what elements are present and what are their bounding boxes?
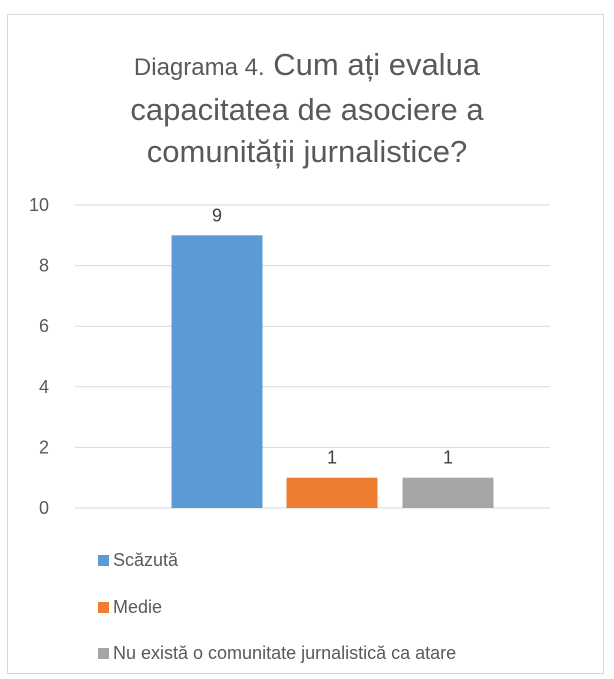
legend-label-nu-exista: Nu există o comunitate jurnalistică ca a… <box>113 643 457 663</box>
bar-0 <box>171 235 263 509</box>
data-label-1: 1 <box>327 448 337 468</box>
legend-swatch-scazuta <box>98 555 109 566</box>
data-label-2: 1 <box>443 448 453 468</box>
y-tick-label: 8 <box>39 256 49 276</box>
chart-title-line3: comunității jurnalistice? <box>146 134 468 169</box>
chart-title: Diagrama 4. Cum ați evalua capacitatea d… <box>0 44 614 173</box>
chart-title-prefix: Diagrama 4. <box>133 54 265 81</box>
y-tick-label: 0 <box>39 498 49 518</box>
data-label-0: 9 <box>212 205 222 225</box>
legend-label-scazuta: Scăzută <box>113 550 179 570</box>
y-tick-label: 4 <box>39 377 49 397</box>
bar-2 <box>402 477 494 508</box>
legend-swatch-medie <box>98 602 109 613</box>
legend-label-medie: Medie <box>113 597 163 617</box>
y-tick-label: 6 <box>39 316 49 336</box>
y-tick-label: 10 <box>29 195 49 215</box>
chart-title-line1: Cum ați evalua <box>273 47 481 82</box>
bar-1 <box>286 477 378 508</box>
chart-title-line2: capacitatea de asociere a <box>130 92 484 127</box>
y-tick-label: 2 <box>39 437 49 457</box>
legend-swatch-nu-exista <box>98 648 109 659</box>
